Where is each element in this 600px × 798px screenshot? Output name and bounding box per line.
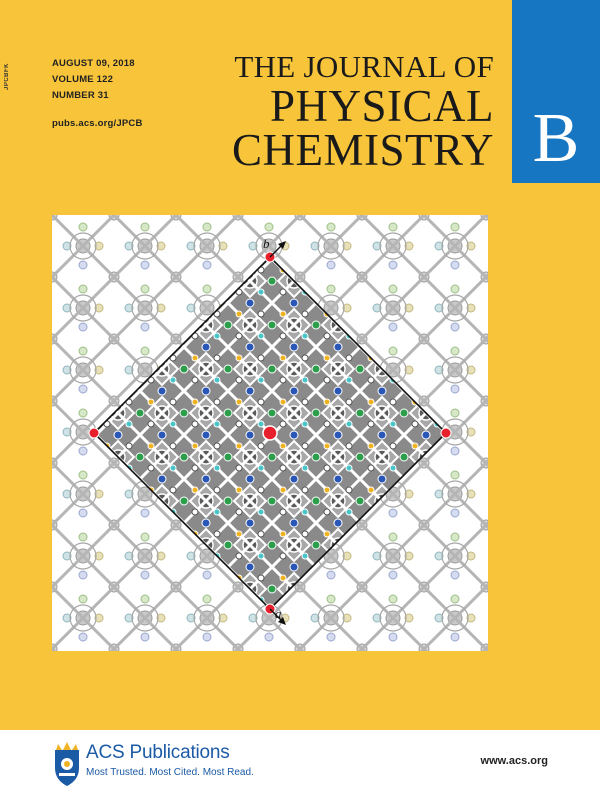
journal-title: THE JOURNAL OF PHYSICAL CHEMISTRY [231,49,494,175]
issue-date: AUGUST 09, 2018 [52,58,135,69]
cover-artwork: b a [52,215,488,651]
crystal-lattice-illustration: b a [52,215,488,651]
journal-title-line2: PHYSICAL [269,81,494,131]
axis-label-a: a [275,606,282,621]
issue-number: NUMBER 31 [52,90,109,101]
publisher-tagline: Most Trusted. Most Cited. Most Read. [86,767,254,778]
section-letter: B [532,100,580,177]
publisher-name: ACS Publications [86,742,230,763]
spine-code: JPCBFK [4,62,10,90]
issue-info: AUGUST 09, 2018 VOLUME 122 NUMBER 31 pub… [52,56,143,132]
publisher-url-link[interactable]: www.acs.org [480,755,548,767]
section-badge: B [512,0,600,183]
journal-cover: JPCBFK AUGUST 09, 2018 VOLUME 122 NUMBER… [0,0,600,730]
acs-shield-logo-icon [55,742,79,786]
issue-volume: VOLUME 122 [52,74,114,85]
axis-label-b: b [263,236,270,251]
journal-title-line3: CHEMISTRY [231,125,494,175]
journal-url-link[interactable]: pubs.acs.org/JPCB [52,118,143,129]
journal-title-line1: THE JOURNAL OF [234,49,494,84]
publisher-footer: ACS Publications Most Trusted. Most Cite… [0,730,600,798]
